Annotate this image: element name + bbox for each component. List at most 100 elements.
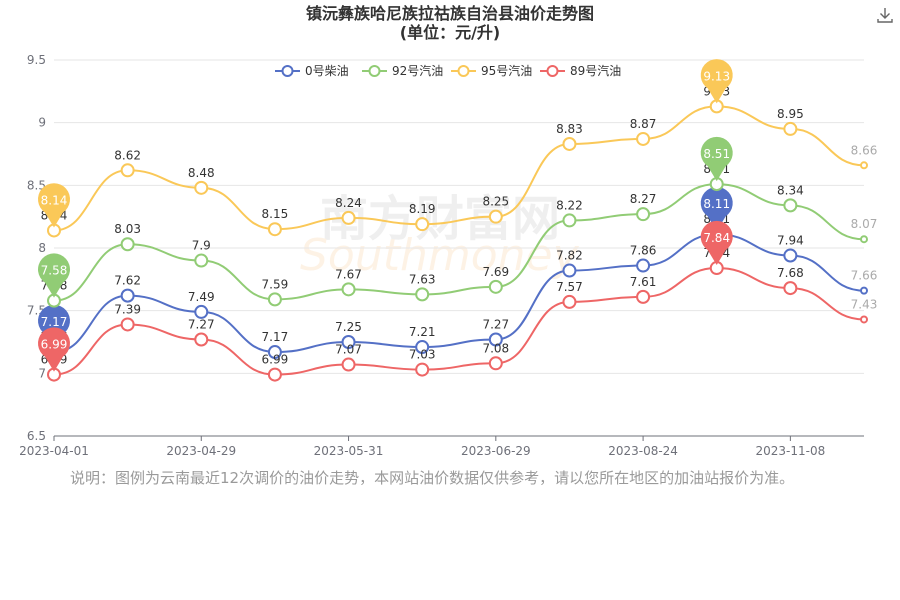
- data-point: [341, 210, 356, 225]
- data-point: [194, 304, 209, 319]
- x-tick-label: 2023-04-29: [166, 444, 236, 458]
- data-point: [636, 258, 651, 273]
- data-label: 7.17: [262, 330, 289, 344]
- min-marker-pin: 7.58: [37, 253, 70, 298]
- data-label: 7.66: [851, 269, 878, 283]
- data-label: 7.03: [409, 348, 436, 362]
- data-point: [562, 263, 577, 278]
- data-point: [267, 367, 282, 382]
- legend-item[interactable]: 95号汽油: [451, 63, 532, 78]
- data-label: 7.08: [482, 341, 509, 355]
- data-label: 8.22: [556, 198, 583, 212]
- data-label: 7.49: [188, 290, 215, 304]
- data-point: [415, 287, 430, 302]
- data-point: [194, 253, 209, 268]
- legend-marker: [457, 65, 470, 77]
- data-label: 7.27: [482, 317, 509, 331]
- data-point: [488, 209, 503, 224]
- data-point: [267, 292, 282, 307]
- data-point: [341, 282, 356, 297]
- data-label: 7.68: [777, 266, 804, 280]
- pin-shape: [700, 220, 733, 266]
- y-tick-label: 7: [38, 366, 46, 380]
- data-point: [267, 345, 282, 360]
- data-point: [860, 315, 868, 324]
- data-label: 8.03: [114, 222, 141, 236]
- x-tick-label: 2023-11-08: [755, 444, 825, 458]
- data-point: [341, 335, 356, 349]
- legend-label: 89号汽油: [570, 63, 621, 78]
- watermark-text-en: Southmoney: [300, 230, 580, 281]
- data-label: 8.25: [482, 195, 509, 209]
- data-label: 8.87: [630, 117, 657, 131]
- min-marker-pin: 8.14: [37, 183, 70, 228]
- data-label: 8.95: [777, 107, 804, 121]
- data-point: [415, 340, 430, 355]
- pin-label: 8.14: [41, 193, 68, 207]
- legend-item[interactable]: 89号汽油: [540, 63, 621, 78]
- min-marker-pin: 6.99: [37, 327, 70, 372]
- data-label: 7.69: [482, 265, 509, 279]
- legend-label: 0号柴油: [305, 64, 349, 78]
- data-point: [860, 235, 868, 244]
- data-point: [120, 288, 135, 303]
- pin-label: 9.13: [703, 69, 730, 83]
- data-label: 7.61: [630, 275, 657, 289]
- data-point: [562, 294, 577, 309]
- pin-shape: [37, 327, 70, 372]
- x-tick-label: 2023-04-01: [19, 444, 89, 458]
- data-point: [783, 281, 798, 296]
- data-label: 7.59: [262, 277, 289, 291]
- min-marker-pin: 7.17: [37, 304, 70, 350]
- pin-shape: [37, 304, 70, 350]
- pin-label: 7.17: [41, 315, 68, 329]
- data-point: [488, 356, 503, 371]
- pin-shape: [37, 253, 70, 298]
- series-line: [53, 105, 865, 232]
- data-label: 7.43: [851, 297, 878, 311]
- data-point: [341, 357, 356, 372]
- legend-marker: [368, 65, 381, 77]
- pin-label: 8.51: [703, 147, 730, 161]
- download-icon[interactable]: [876, 6, 894, 24]
- data-point: [415, 362, 430, 377]
- legend-marker: [546, 65, 559, 77]
- data-point: [488, 279, 503, 294]
- data-label: 8.19: [409, 202, 436, 216]
- data-point: [783, 121, 798, 136]
- data-point: [562, 136, 577, 151]
- data-label: 7.9: [192, 239, 211, 253]
- legend-item[interactable]: 0号柴油: [275, 64, 349, 78]
- x-tick-label: 2023-05-31: [314, 444, 384, 458]
- data-label: 7.39: [114, 302, 141, 316]
- pin-label: 7.84: [703, 231, 730, 245]
- y-tick-label: 6.5: [27, 429, 46, 443]
- data-label: 8.27: [630, 192, 657, 206]
- x-tick-label: 2023-08-24: [608, 444, 678, 458]
- data-label: 8.48: [188, 166, 215, 180]
- pin-shape: [700, 186, 733, 232]
- data-point: [860, 161, 868, 170]
- data-label: 7.21: [409, 325, 436, 339]
- chart-title: 镇沅彝族哈尼族拉祜族自治县油价走势图 (单位：元/升): [0, 4, 900, 42]
- data-label: 8.62: [114, 148, 141, 162]
- data-label: 7.07: [335, 343, 362, 357]
- y-tick-label: 8: [38, 241, 46, 255]
- pin-shape: [37, 183, 70, 228]
- chart-title-unit: (单位：元/升): [399, 23, 501, 42]
- data-point: [488, 332, 503, 347]
- data-label: 7.27: [188, 317, 215, 331]
- data-label: 7.62: [114, 274, 141, 288]
- pin-shape: [700, 136, 733, 182]
- data-point: [562, 213, 577, 228]
- legend-label: 92号汽油: [392, 63, 443, 78]
- data-point: [636, 289, 651, 304]
- data-point: [860, 286, 868, 295]
- data-label: 8.15: [262, 207, 289, 221]
- chart-title-line1: 镇沅彝族哈尼族拉祜族自治县油价走势图: [305, 4, 594, 23]
- data-label: 7.67: [335, 267, 362, 281]
- y-tick-label: 8.5: [27, 178, 46, 192]
- pin-label: 7.58: [41, 264, 68, 278]
- legend-item[interactable]: 92号汽油: [362, 63, 443, 78]
- data-point: [636, 207, 651, 222]
